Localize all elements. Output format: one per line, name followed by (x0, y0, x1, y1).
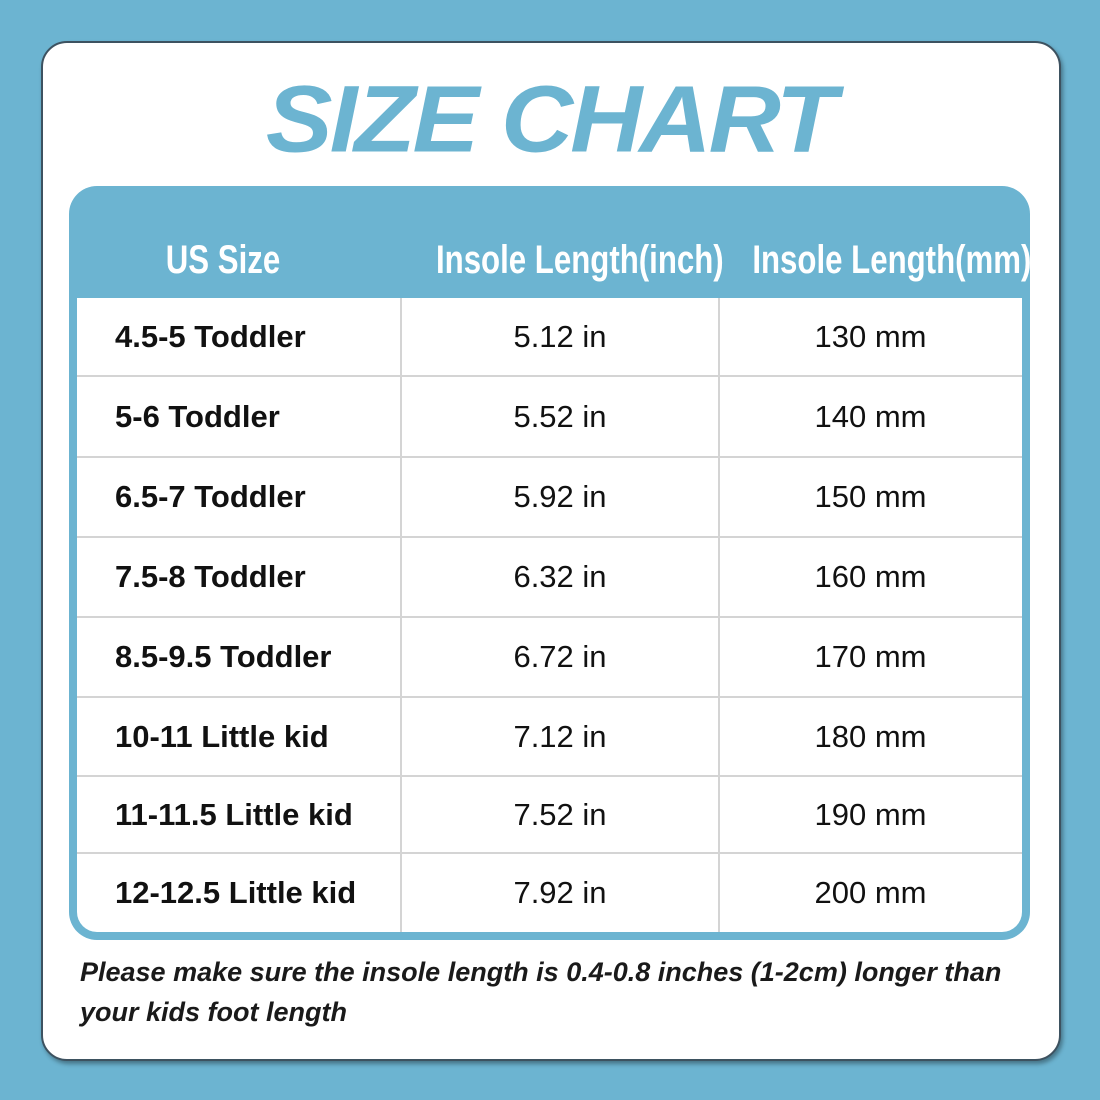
table-row: 12-12.5 Little kid 7.92 in 200 mm (77, 854, 1022, 932)
table-row: 10-11 Little kid 7.12 in 180 mm (77, 698, 1022, 777)
cell-insole-inch: 6.72 in (513, 639, 607, 674)
cell-insole-inch: 6.32 in (513, 559, 607, 594)
cell-insole-inch: 7.52 in (513, 796, 607, 832)
cell-insole-mm: 190 mm (814, 796, 927, 832)
table-row: 4.5-5 Toddler 5.12 in 130 mm (77, 298, 1022, 377)
cell-us-size: 7.5-8 Toddler (115, 559, 306, 594)
cell-us-size: 10-11 Little kid (115, 718, 329, 754)
cell-us-size: 8.5-9.5 Toddler (115, 639, 332, 674)
cell-us-size: 6.5-7 Toddler (115, 479, 306, 514)
cell-insole-inch: 7.12 in (513, 718, 607, 754)
cell-insole-mm: 150 mm (814, 479, 927, 514)
cell-insole-inch: 5.92 in (513, 479, 607, 514)
table-row: 8.5-9.5 Toddler 6.72 in 170 mm (77, 618, 1022, 698)
header-insole-mm: Insole Length(mm) (752, 238, 1032, 282)
cell-us-size: 5-6 Toddler (115, 398, 280, 434)
table-row: 6.5-7 Toddler 5.92 in 150 mm (77, 458, 1022, 538)
cell-insole-inch: 5.52 in (513, 398, 607, 434)
cell-insole-mm: 170 mm (814, 639, 927, 674)
table-row: 5-6 Toddler 5.52 in 140 mm (77, 377, 1022, 458)
column-divider (718, 298, 720, 932)
table-row: 11-11.5 Little kid 7.52 in 190 mm (77, 777, 1022, 854)
page-title: SIZE CHART (265, 65, 837, 173)
cell-us-size: 12-12.5 Little kid (115, 875, 357, 910)
header-insole-inch: Insole Length(inch) (435, 238, 724, 282)
table-body: 4.5-5 Toddler 5.12 in 130 mm 5-6 Toddler 5.5… (77, 298, 1022, 932)
header-us-size: US Size (165, 238, 281, 282)
fit-note: Please make sure the insole length is 0.… (80, 957, 1002, 1027)
cell-us-size: 4.5-5 Toddler (115, 318, 306, 354)
cell-insole-inch: 5.12 in (513, 318, 607, 354)
cell-insole-inch: 7.92 in (513, 875, 607, 910)
cell-insole-mm: 180 mm (814, 718, 927, 754)
cell-insole-mm: 130 mm (814, 318, 927, 354)
cell-us-size: 11-11.5 Little kid (115, 796, 353, 832)
cell-insole-mm: 160 mm (814, 559, 927, 594)
cell-insole-mm: 140 mm (814, 398, 927, 434)
table-row: 7.5-8 Toddler 6.32 in 160 mm (77, 538, 1022, 618)
column-divider (400, 298, 402, 932)
cell-insole-mm: 200 mm (814, 875, 927, 910)
